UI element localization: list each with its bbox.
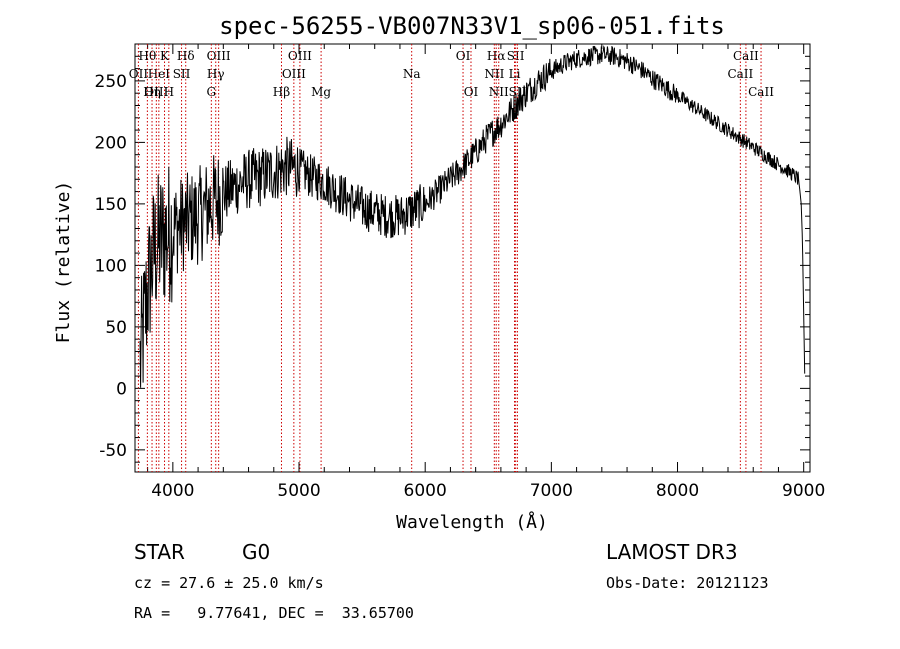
spectral-line-label: NII	[484, 67, 504, 81]
y-tick-label: -50	[99, 441, 127, 461]
spectral-line-label: Na	[403, 67, 421, 81]
plot-area: 4000 5000 6000 7000 8000 9000 -50 0 50 100 150 200 2…	[95, 43, 825, 501]
y-tick-label: 150	[95, 195, 127, 215]
spectral-line-label: Li	[509, 67, 521, 81]
spectral-line-label: Hα	[487, 49, 506, 63]
y-tick-label: 100	[95, 256, 127, 276]
spectral-line-label: K	[160, 49, 170, 63]
spectral-line-label: Hγ	[207, 67, 225, 81]
spectral-line-label: NII	[489, 85, 509, 99]
redshift-cz: cz = 27.6 ± 25.0 km/s	[134, 574, 324, 592]
spectral-line-label: Hη	[143, 85, 161, 99]
y-tick-label: 200	[95, 133, 127, 153]
spectral-line-label: Hδ	[177, 49, 195, 63]
spectral-line-label: Hθ	[139, 49, 157, 63]
ra-dec-coordinates: RA = 9.77641, DEC = 33.65700	[134, 604, 414, 622]
spectral-line-label: Hβ	[273, 85, 290, 99]
object-subclass: G0	[242, 540, 271, 564]
spectral-line-label: HeI	[148, 67, 171, 81]
x-tick-label: 5000	[277, 481, 320, 501]
spectral-line-label: SII	[173, 67, 191, 81]
y-tick-label: 250	[95, 72, 127, 92]
spectral-line-label: OIII	[282, 67, 306, 81]
spectral-line-label: OII	[129, 67, 149, 81]
x-tick-label: 7000	[530, 481, 573, 501]
y-tick-label: 0	[116, 379, 127, 399]
spectral-line-label: SII	[507, 49, 525, 63]
spectral-line-label: OI	[464, 85, 479, 99]
spectrum-line	[139, 45, 806, 388]
spectral-line-label: CaII	[733, 49, 759, 63]
spectral-line-label: OIII	[207, 49, 231, 63]
y-tick-label: 50	[105, 318, 127, 338]
survey-name: LAMOST DR3	[606, 540, 738, 564]
y-axis-label: Flux (relative)	[53, 181, 74, 344]
observation-date: Obs-Date: 20121123	[606, 574, 769, 592]
x-tick-label: 9000	[782, 481, 825, 501]
spectral-line-label: OI	[456, 49, 471, 63]
chart-title: spec-56255-VB007N33V1_sp06-051.fits	[219, 12, 725, 40]
x-tick-label: 8000	[656, 481, 699, 501]
plot-frame	[134, 43, 811, 473]
spectral-line-label: OIII	[288, 49, 312, 63]
spectral-line-label: CaII	[748, 85, 774, 99]
spectral-line-label: Mg	[311, 85, 331, 99]
spectral-line-label: CaII	[727, 67, 753, 81]
spectral-line-label: OIII	[144, 85, 168, 99]
spectral-line-label: H	[164, 85, 174, 99]
x-tick-label: 4000	[151, 481, 194, 501]
x-axis-label: Wavelength (Å)	[396, 511, 548, 533]
object-type: STAR	[134, 540, 185, 564]
x-tick-label: 6000	[404, 481, 447, 501]
spectral-line-label: G	[207, 85, 217, 99]
